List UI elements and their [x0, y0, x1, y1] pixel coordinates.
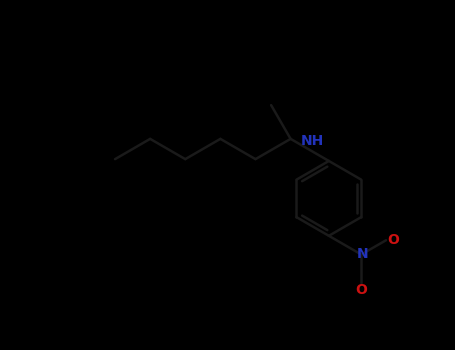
- Text: O: O: [355, 283, 367, 297]
- Text: N: N: [357, 247, 368, 261]
- Text: NH: NH: [301, 134, 324, 148]
- Text: O: O: [387, 233, 399, 247]
